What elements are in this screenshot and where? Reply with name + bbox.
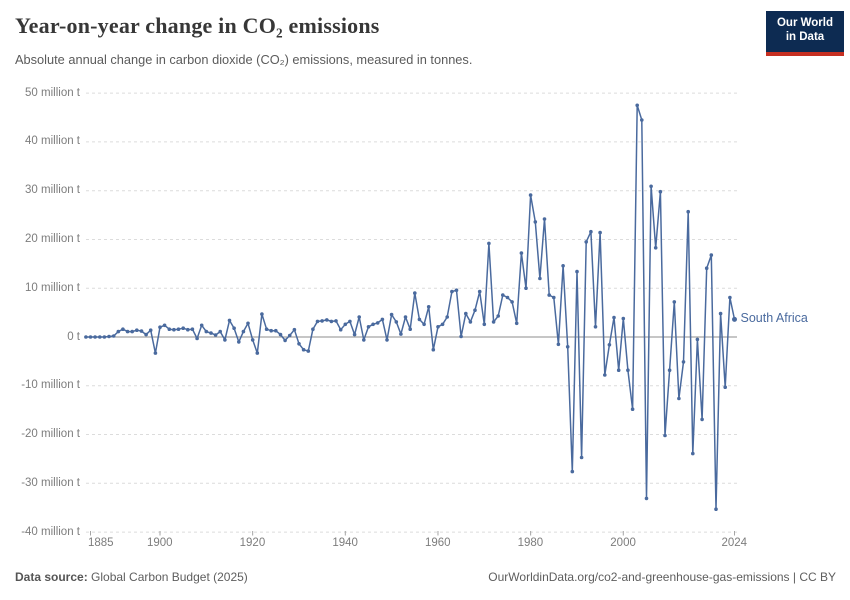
chart-subtitle: Absolute annual change in carbon dioxide… — [15, 52, 473, 67]
x-tick-label: 1920 — [239, 537, 266, 549]
y-tick-label: -40 million t — [21, 525, 80, 538]
x-tick-label: 1900 — [146, 537, 173, 549]
x-tick-label: 1980 — [517, 537, 544, 549]
y-tick-label: 40 million t — [25, 135, 80, 148]
data-source-note: Data source: Global Carbon Budget (2025) — [15, 570, 248, 584]
x-tick-label: 2024 — [721, 537, 748, 549]
owid-logo[interactable]: Our World in Data — [766, 11, 844, 56]
y-tick-label: -10 million t — [21, 379, 80, 392]
series-entity-label: South Africa — [740, 311, 808, 326]
y-tick-label: 50 million t — [25, 86, 80, 99]
y-tick-label: -20 million t — [21, 428, 80, 441]
y-tick-label: 0 t — [67, 330, 80, 343]
owid-attribution-link[interactable]: OurWorldinData.org/co2-and-greenhouse-ga… — [488, 570, 836, 584]
data-source-prefix: Data source: — [15, 570, 88, 584]
owid-logo-line2: in Data — [785, 31, 825, 43]
x-tick-label: 2000 — [610, 537, 636, 549]
y-tick-label: 30 million t — [25, 184, 80, 197]
y-tick-label: 20 million t — [25, 232, 80, 245]
y-tick-label: -30 million t — [21, 476, 80, 489]
owid-logo-line1: Our World — [776, 17, 833, 29]
x-tick-label: 1885 — [88, 537, 114, 549]
data-source-text: Global Carbon Budget (2025) — [87, 570, 248, 584]
x-tick-label: 1940 — [332, 537, 358, 549]
x-tick-label: 1960 — [424, 537, 451, 549]
page-title: Year-on-year change in CO₂ emissions — [15, 13, 380, 38]
y-tick-label: 10 million t — [25, 281, 80, 294]
